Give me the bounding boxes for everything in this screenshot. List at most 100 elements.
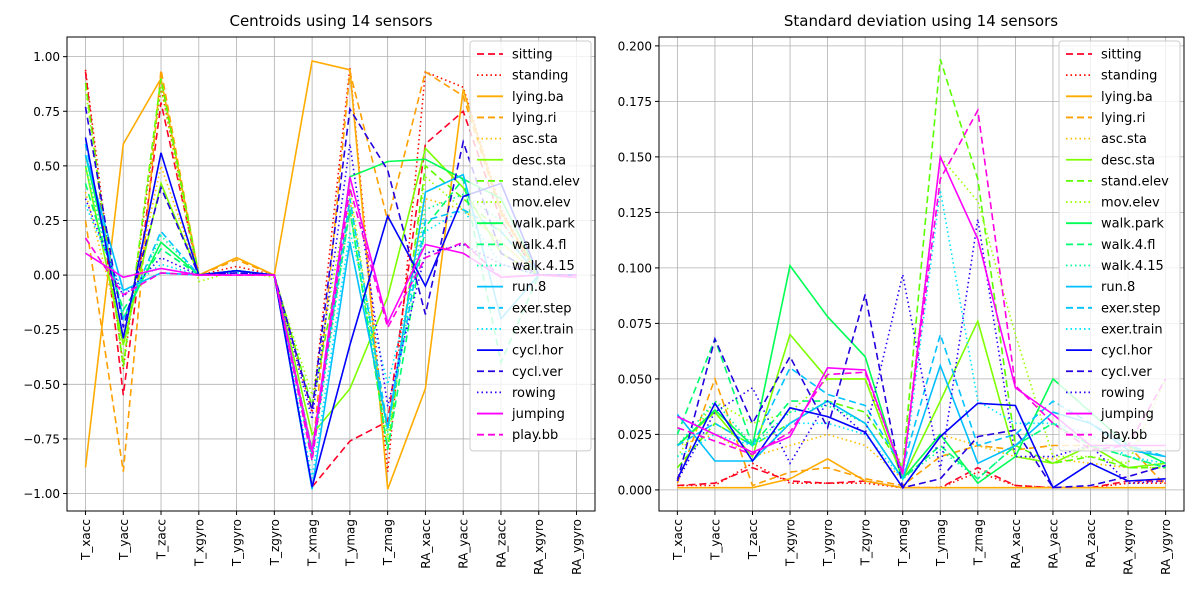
legend-label: desc.sta <box>1101 153 1155 168</box>
legend-label: cycl.hor <box>512 344 564 359</box>
legend-label: lying.ri <box>1101 111 1146 126</box>
x-tick-label: T_zacc <box>155 519 169 560</box>
y-tick-label: 0.00 <box>33 269 60 283</box>
legend-label: desc.sta <box>512 153 566 168</box>
x-tick-label: T_zgyro <box>268 519 282 566</box>
y-tick-label: 0.25 <box>33 214 60 228</box>
y-tick-label: 0.000 <box>618 483 652 497</box>
x-tick-label: T_ygyro <box>821 519 835 567</box>
x-tick-label: T_xmag <box>896 519 910 567</box>
chart-centroids: Centroids using 14 sensors −1.00 −0.75 −0.… <box>23 12 596 575</box>
legend-label: cycl.ver <box>512 365 563 380</box>
x-tick-label: RA_zacc <box>494 519 508 568</box>
x-tick-label: RA_xacc <box>1009 519 1023 569</box>
x-tick-label: RA_zacc <box>1084 519 1098 568</box>
x-tick-label: T_zgyro <box>859 519 873 566</box>
legend-label: asc.sta <box>512 132 558 147</box>
y-tick-label: 0.175 <box>618 95 652 109</box>
series-line-cycl.hor <box>676 401 1166 490</box>
chart-standard-deviation: Standard deviation using 14 sensors 0.00… <box>618 12 1185 575</box>
x-tick-label: T_xacc <box>79 519 93 561</box>
y-tick-label: 0.75 <box>33 105 60 119</box>
x-tick-label: T_ymag <box>934 519 948 567</box>
legend-label: play.bb <box>1101 428 1147 443</box>
legend-label: walk.4.15 <box>512 259 575 274</box>
y-tick-label: 0.150 <box>618 150 652 164</box>
series-line-lying.ba <box>677 457 1166 489</box>
legend-label: sitting <box>1101 48 1142 63</box>
y-tick-label: 0.200 <box>618 39 652 53</box>
legend: sitting standing lying.ba lying.ri asc.sta de… <box>469 40 592 452</box>
legend-label: run.8 <box>1101 280 1135 295</box>
legend-label: walk.4.15 <box>1101 259 1164 274</box>
y-tick-label: 0.050 <box>618 372 652 386</box>
x-tick-label: T_zacc <box>746 519 760 560</box>
x-tick-label: T_xacc <box>671 519 685 561</box>
x-tick-label: RA_yacc <box>1046 519 1060 569</box>
legend-label: standing <box>1101 69 1157 84</box>
y-tick-label: −0.25 <box>23 323 60 337</box>
x-tick-label: RA_yacc <box>457 519 471 569</box>
legend-label: jumping <box>1100 407 1154 422</box>
x-tick-label: RA_xacc <box>419 519 433 569</box>
legend-box <box>469 40 592 452</box>
legend-label: jumping <box>511 407 565 422</box>
y-tick-label: −0.50 <box>23 378 60 392</box>
legend-label: sitting <box>512 48 553 63</box>
y-tick-label: −0.75 <box>23 432 60 446</box>
legend-label: asc.sta <box>1101 132 1147 147</box>
legend-label: stand.elev <box>512 174 580 189</box>
x-tick-label: T_xgyro <box>784 519 798 567</box>
y-tick-label: 0.075 <box>618 317 652 331</box>
x-tick-label: RA_ygyro <box>1159 519 1173 575</box>
legend-label: rowing <box>1101 386 1145 401</box>
legend-label: run.8 <box>512 280 546 295</box>
legend-label: exer.train <box>1101 322 1163 337</box>
x-tick-label: T_yacc <box>708 519 722 561</box>
legend-label: cycl.hor <box>1101 344 1153 359</box>
legend-label: exer.train <box>512 322 574 337</box>
series-line-play.bb <box>84 187 577 461</box>
series-line-stand.elev <box>676 58 1166 471</box>
chart-title: Standard deviation using 14 sensors <box>784 12 1058 30</box>
x-tick-label: T_ygyro <box>230 519 244 567</box>
axes-frame <box>66 36 596 512</box>
x-tick-label: T_ymag <box>343 519 357 567</box>
chart-title: Centroids using 14 sensors <box>229 12 432 30</box>
x-tick-label: RA_xgyro <box>1122 519 1136 575</box>
series-line-exer.train <box>676 190 1166 481</box>
legend-label: rowing <box>512 386 556 401</box>
legend-label: walk.park <box>1101 217 1164 232</box>
series-line-sitting <box>84 71 577 489</box>
series-line-rowing <box>84 143 577 420</box>
y-tick-label: 0.125 <box>618 206 652 220</box>
x-tick-label: T_xgyro <box>192 519 206 567</box>
axes-frame <box>658 36 1185 512</box>
y-tick-label: 0.50 <box>33 159 60 173</box>
legend-label: walk.4.fl <box>1101 238 1155 253</box>
x-tick-label: T_zmag <box>381 519 395 566</box>
y-tick-label: −1.00 <box>23 487 60 501</box>
legend: sitting standing lying.ba lying.ri asc.sta de… <box>1058 40 1181 452</box>
y-tick-label: 0.100 <box>618 261 652 275</box>
legend-label: play.bb <box>512 428 558 443</box>
legend-label: lying.ba <box>512 90 564 105</box>
legend-label: exer.step <box>1101 301 1160 316</box>
series-line-exer.train <box>84 204 577 479</box>
series-line-cycl.ver <box>676 294 1166 489</box>
y-tick-label: 1.00 <box>33 50 60 64</box>
legend-label: stand.elev <box>1101 174 1169 189</box>
series-line-walk.4.15 <box>84 165 577 461</box>
legend-label: mov.elev <box>1101 196 1160 211</box>
legend-label: lying.ba <box>1101 90 1153 105</box>
legend-label: mov.elev <box>512 196 571 211</box>
x-tick-label: T_xmag <box>306 519 320 567</box>
series-line-exer.step <box>676 331 1166 470</box>
y-tick-label: 0.025 <box>618 428 652 442</box>
series-line-stand.elev <box>84 78 577 450</box>
legend-label: cycl.ver <box>1101 365 1152 380</box>
legend-label: walk.4.fl <box>512 238 566 253</box>
legend-label: lying.ri <box>512 111 557 126</box>
x-tick-label: T_yacc <box>117 519 131 561</box>
